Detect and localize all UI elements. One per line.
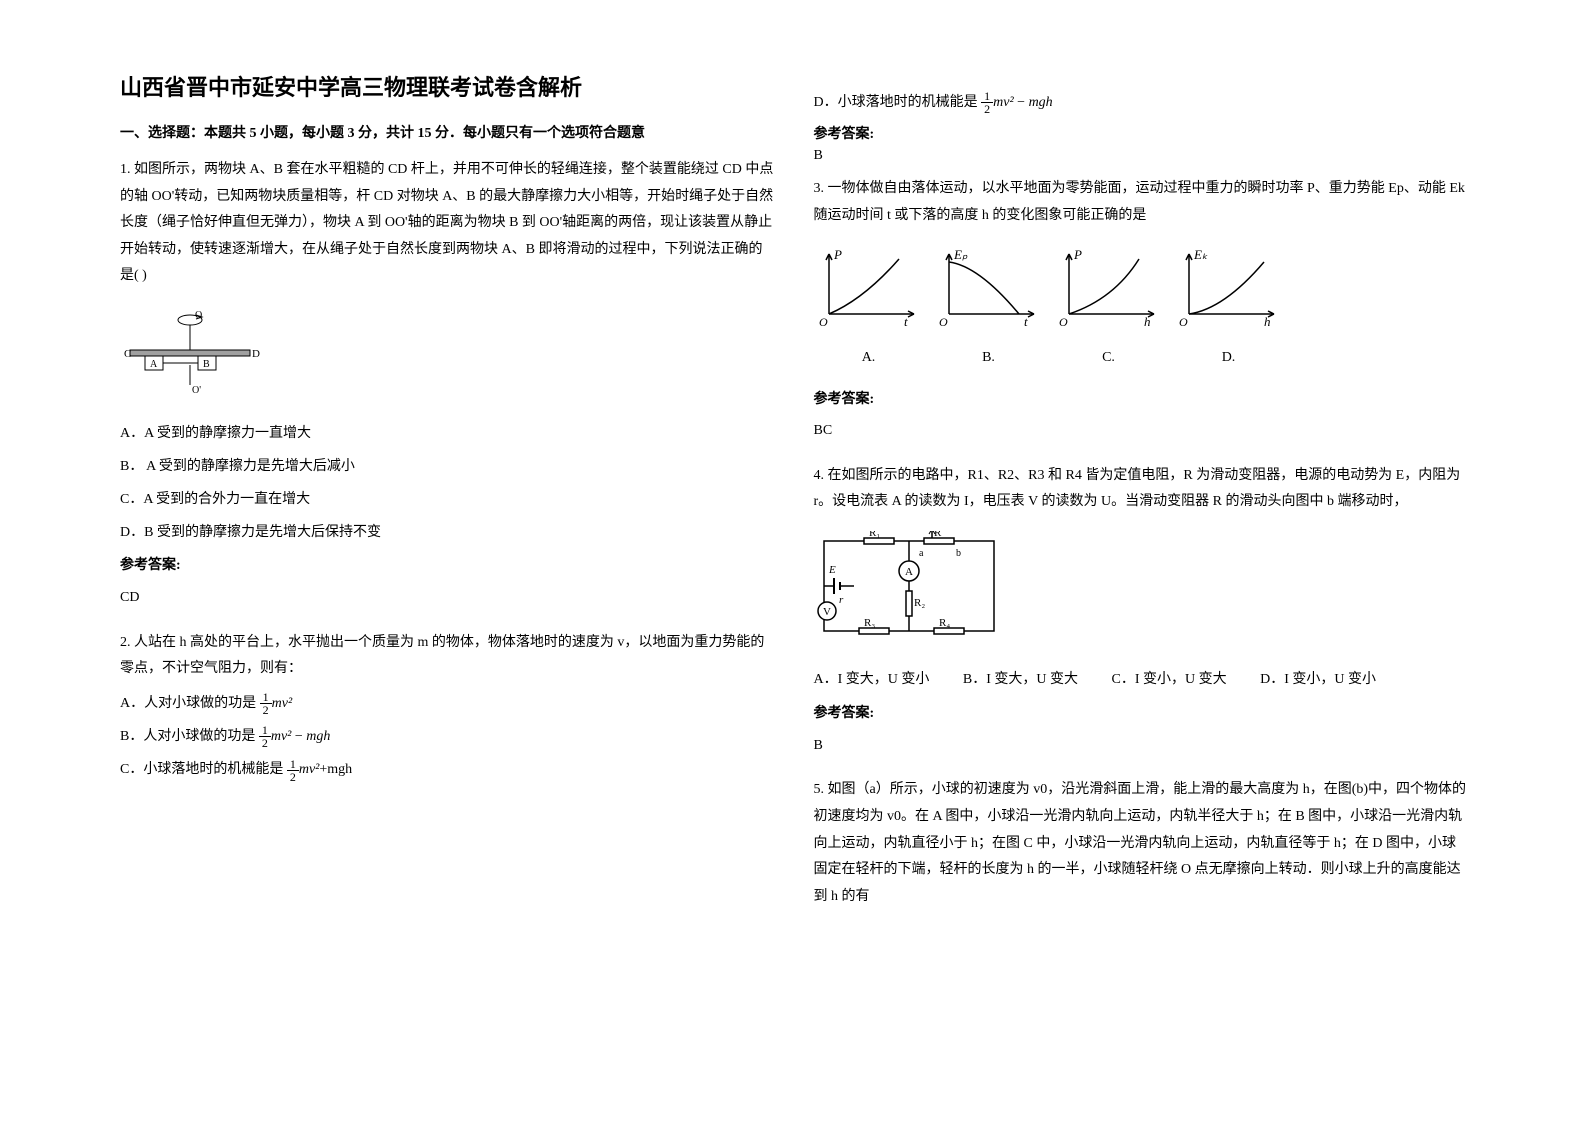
svg-text:b: b (956, 548, 961, 559)
formula-text: mv² (299, 762, 320, 777)
fraction-icon: 12 (260, 691, 272, 716)
svg-text:O: O (195, 310, 202, 321)
svg-text:O: O (1059, 315, 1068, 329)
q2-option-c: C．小球落地时的机械能是 12mv²+mgh (120, 757, 774, 782)
question-5: 5. 如图（a）所示，小球的初速度为 v0，沿光滑斜面上滑，能上滑的最大高度为 … (814, 777, 1468, 910)
chart-label-b: B. (934, 345, 1044, 372)
q2-option-a: A．人对小球做的功是 12mv² (120, 691, 774, 716)
svg-text:t: t (904, 314, 908, 329)
q4-answer: B (814, 733, 1468, 760)
q2-a-prefix: A．人对小球做的功是 (120, 696, 256, 711)
chart-label-d: D. (1174, 345, 1284, 372)
chart-a: P t O A. (814, 244, 924, 371)
svg-text:Eₚ: Eₚ (953, 247, 968, 262)
q1-diagram: C D A B O O' (120, 305, 774, 406)
chart-label-c: C. (1054, 345, 1164, 372)
q4-answer-label: 参考答案: (814, 701, 1468, 728)
fraction-icon: 12 (259, 724, 271, 749)
svg-text:O': O' (192, 385, 201, 395)
svg-text:O: O (1179, 315, 1188, 329)
svg-text:Eₖ: Eₖ (1193, 247, 1208, 262)
q2-option-d: D．小球落地时的机械能是 12mv² − mgh (814, 90, 1468, 115)
svg-text:P: P (1073, 247, 1082, 262)
question-2: 2. 人站在 h 高处的平台上，水平抛出一个质量为 m 的物体，物体落地时的速度… (120, 630, 774, 783)
q4-option-a: A．I 变大，U 变小 (814, 667, 930, 694)
q4-circuit: R₁ R a b A R₂ E r V (814, 531, 1468, 652)
q1-option-a: A．A 受到的静摩擦力一直增大 (120, 421, 774, 446)
chart-b: Eₚ t O B. (934, 244, 1044, 371)
fraction-icon: 12 (287, 758, 299, 783)
svg-text:h: h (1144, 314, 1151, 329)
chart-c: P h O C. (1054, 244, 1164, 371)
svg-text:D: D (252, 348, 260, 360)
q4-option-c: C．I 变小，U 变大 (1112, 667, 1227, 694)
q1-option-b: B． A 受到的静摩擦力是先增大后减小 (120, 454, 774, 479)
q2-b-prefix: B．人对小球做的功是 (120, 729, 255, 744)
q1-answer-label: 参考答案: (120, 553, 774, 580)
q3-text: 3. 一物体做自由落体运动，以水平地面为零势能面，运动过程中重力的瞬时功率 P、… (814, 176, 1468, 229)
svg-text:E: E (828, 564, 836, 576)
q2-d-prefix: D．小球落地时的机械能是 (814, 95, 978, 110)
svg-text:B: B (203, 359, 210, 370)
right-column: D．小球落地时的机械能是 12mv² − mgh 参考答案: B 3. 一物体做… (794, 70, 1488, 1052)
formula-text: mv² (271, 729, 292, 744)
svg-text:V: V (823, 606, 831, 618)
q2-option-b: B．人对小球做的功是 12mv² − mgh (120, 724, 774, 749)
q5-text: 5. 如图（a）所示，小球的初速度为 v0，沿光滑斜面上滑，能上滑的最大高度为 … (814, 777, 1468, 910)
chart-d: Eₖ h O D. (1174, 244, 1284, 371)
svg-text:C: C (124, 348, 131, 360)
svg-text:R₁: R₁ (869, 531, 880, 539)
q4-options: A．I 变大，U 变小 B．I 变大，U 变大 C．I 变小，U 变大 D．I … (814, 667, 1468, 694)
q3-charts: P t O A. Eₚ t O B. (814, 244, 1468, 371)
q3-answer-label: 参考答案: (814, 387, 1468, 414)
svg-text:A: A (905, 566, 913, 578)
svg-text:a: a (919, 548, 924, 559)
q1-option-d: D．B 受到的静摩擦力是先增大后保持不变 (120, 520, 774, 545)
q2-answer: B (814, 148, 1468, 164)
formula-text: mv² (993, 95, 1014, 110)
question-3: 3. 一物体做自由落体运动，以水平地面为零势能面，运动过程中重力的瞬时功率 P、… (814, 176, 1468, 445)
q1-option-c: C．A 受到的合外力一直在增大 (120, 487, 774, 512)
formula-text: mgh (306, 729, 330, 744)
fraction-icon: 12 (981, 90, 993, 115)
svg-text:O: O (819, 315, 828, 329)
question-4: 4. 在如图所示的电路中，R1、R2、R3 和 R4 皆为定值电阻，R 为滑动变… (814, 463, 1468, 760)
svg-text:R₃: R₃ (864, 617, 875, 629)
section-header: 一、选择题：本题共 5 小题，每小题 3 分，共计 15 分．每小题只有一个选项… (120, 122, 774, 142)
page-title: 山西省晋中市延安中学高三物理联考试卷含解析 (120, 70, 774, 102)
svg-text:t: t (1024, 314, 1028, 329)
q2-c-prefix: C．小球落地时的机械能是 (120, 762, 283, 777)
svg-text:R₂: R₂ (914, 597, 925, 609)
formula-text: mv² (272, 696, 293, 711)
q4-option-d: D．I 变小，U 变小 (1260, 667, 1376, 694)
svg-text:O: O (939, 315, 948, 329)
svg-text:P: P (833, 247, 842, 262)
question-1: 1. 如图所示，两物块 A、B 套在水平粗糙的 CD 杆上，并用不可伸长的轻绳连… (120, 157, 774, 612)
q1-answer: CD (120, 585, 774, 612)
q2-c-suffix: +mgh (319, 762, 352, 777)
q3-answer: BC (814, 418, 1468, 445)
svg-text:h: h (1264, 314, 1271, 329)
svg-text:R: R (934, 531, 942, 539)
q2-answer-label: 参考答案: (814, 123, 1468, 143)
q4-option-b: B．I 变大，U 变大 (963, 667, 1078, 694)
q2-text: 2. 人站在 h 高处的平台上，水平抛出一个质量为 m 的物体，物体落地时的速度… (120, 630, 774, 683)
svg-text:A: A (150, 359, 158, 370)
chart-label-a: A. (814, 345, 924, 372)
svg-text:r: r (839, 594, 844, 606)
formula-text: mgh (1029, 95, 1053, 110)
q1-text: 1. 如图所示，两物块 A、B 套在水平粗糙的 CD 杆上，并用不可伸长的轻绳连… (120, 157, 774, 290)
q4-text: 4. 在如图所示的电路中，R1、R2、R3 和 R4 皆为定值电阻，R 为滑动变… (814, 463, 1468, 516)
svg-text:R₄: R₄ (939, 617, 950, 629)
left-column: 山西省晋中市延安中学高三物理联考试卷含解析 一、选择题：本题共 5 小题，每小题… (100, 70, 794, 1052)
